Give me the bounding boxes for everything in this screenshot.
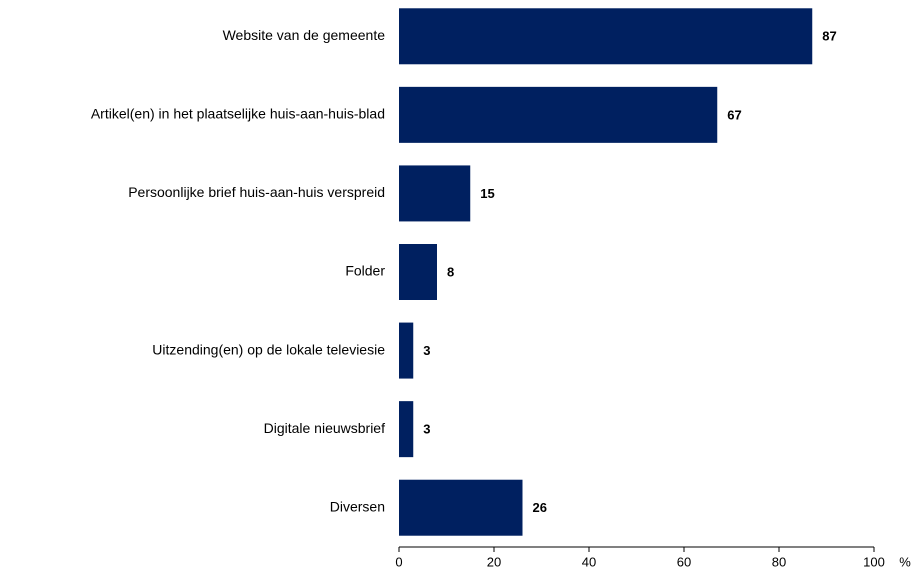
x-tick-label: 20 bbox=[487, 554, 501, 569]
value-label: 8 bbox=[447, 264, 454, 279]
y-tick-label: Diversen bbox=[330, 498, 385, 514]
bar bbox=[399, 244, 437, 300]
value-label: 67 bbox=[727, 107, 741, 122]
x-tick-label: 100 bbox=[863, 554, 885, 569]
bar bbox=[399, 86, 718, 143]
y-tick-label: Artikel(en) in het plaatselijke huis-aan… bbox=[91, 106, 385, 122]
bar bbox=[399, 322, 414, 379]
bar bbox=[399, 8, 813, 65]
bar bbox=[399, 165, 471, 222]
x-axis-label: % bbox=[899, 554, 911, 569]
x-tick-label: 40 bbox=[582, 554, 596, 569]
value-label: 3 bbox=[423, 422, 430, 437]
value-label: 15 bbox=[480, 186, 494, 201]
bar bbox=[399, 479, 523, 536]
x-tick-label: 60 bbox=[677, 554, 691, 569]
y-tick-label: Website van de gemeente bbox=[223, 27, 386, 43]
y-tick-label: Folder bbox=[345, 263, 385, 279]
x-tick-label: 80 bbox=[772, 554, 786, 569]
y-tick-label: Uitzending(en) op de lokale televiesie bbox=[152, 341, 385, 357]
bar bbox=[399, 401, 414, 458]
value-label: 3 bbox=[423, 343, 430, 358]
y-tick-label: Persoonlijke brief huis-aan-huis verspre… bbox=[128, 184, 385, 200]
value-label: 87 bbox=[822, 29, 836, 44]
y-tick-label: Digitale nieuwsbrief bbox=[264, 420, 386, 436]
value-label: 26 bbox=[533, 500, 547, 515]
x-tick-label: 0 bbox=[395, 554, 402, 569]
